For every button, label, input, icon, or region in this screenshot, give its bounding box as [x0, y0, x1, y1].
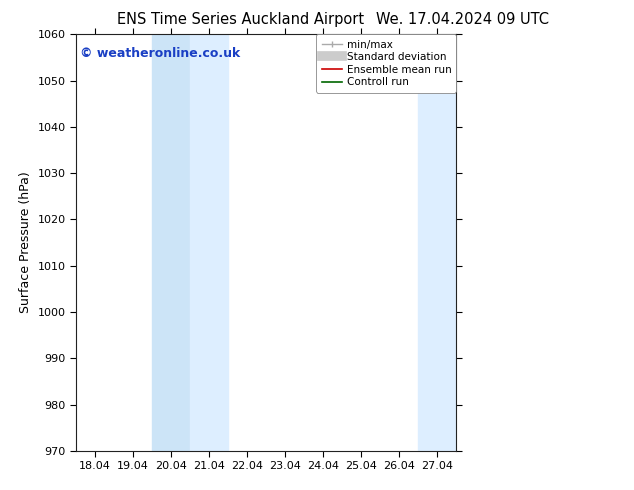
Y-axis label: Surface Pressure (hPa): Surface Pressure (hPa) [19, 172, 32, 314]
Text: ENS Time Series Auckland Airport: ENS Time Series Auckland Airport [117, 12, 365, 27]
Text: We. 17.04.2024 09 UTC: We. 17.04.2024 09 UTC [377, 12, 549, 27]
Bar [152, 34, 190, 451]
Legend: min/max, Standard deviation, Ensemble mean run, Controll run: min/max, Standard deviation, Ensemble me… [316, 34, 456, 93]
Bar [190, 34, 228, 451]
Bar [418, 34, 456, 451]
Text: © weatheronline.co.uk: © weatheronline.co.uk [80, 47, 240, 60]
